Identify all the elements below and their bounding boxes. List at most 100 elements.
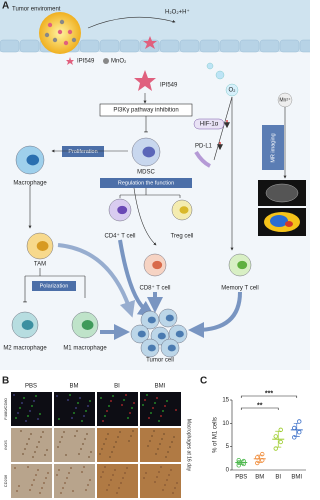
speck bbox=[106, 489, 108, 491]
ipi-label: IPI549 bbox=[160, 83, 178, 89]
speck bbox=[149, 440, 151, 442]
speck bbox=[25, 420, 27, 422]
speck bbox=[152, 407, 154, 409]
speck bbox=[87, 405, 89, 407]
speck bbox=[29, 489, 31, 491]
error-bar bbox=[238, 460, 245, 465]
speck bbox=[69, 394, 71, 396]
speck bbox=[38, 441, 40, 443]
speck bbox=[30, 433, 32, 435]
speck bbox=[39, 413, 41, 415]
band-cell bbox=[219, 39, 240, 53]
sig-label: ** bbox=[257, 402, 263, 409]
speck bbox=[36, 446, 38, 448]
speck bbox=[119, 431, 121, 433]
mn-label: Mn²⁺ bbox=[279, 97, 291, 103]
speck bbox=[126, 467, 128, 469]
column-label: BM bbox=[70, 384, 79, 390]
speck bbox=[150, 412, 152, 414]
cells bbox=[11, 137, 252, 358]
speck bbox=[161, 438, 163, 440]
h2o2-label: H₂O₂+H⁺ bbox=[165, 9, 190, 16]
speck bbox=[171, 441, 173, 443]
polar-box bbox=[32, 281, 76, 291]
speck bbox=[87, 484, 89, 486]
big-arrow bbox=[118, 239, 155, 317]
speck bbox=[157, 448, 159, 450]
nucleus bbox=[147, 344, 156, 352]
o2-label: O₂ bbox=[229, 88, 237, 94]
micrograph bbox=[11, 428, 52, 462]
micrograph bbox=[11, 464, 52, 498]
speck bbox=[66, 477, 68, 479]
speck bbox=[124, 472, 126, 474]
speck bbox=[153, 430, 155, 432]
speck bbox=[118, 487, 120, 489]
speck bbox=[33, 400, 35, 402]
nucleus bbox=[165, 314, 174, 322]
np-dot bbox=[47, 22, 53, 28]
panel-b: PBS BM BI BMI F4/80/CD80 iNOS CD206 bbox=[3, 384, 181, 498]
cell-label: Macrophage bbox=[13, 181, 47, 187]
micrograph bbox=[97, 392, 138, 426]
point bbox=[292, 435, 297, 440]
speck bbox=[156, 397, 158, 399]
speck bbox=[104, 466, 106, 468]
speck bbox=[103, 443, 105, 445]
point bbox=[236, 458, 241, 463]
band-cell bbox=[99, 39, 120, 53]
speck bbox=[122, 477, 124, 479]
speck bbox=[81, 420, 83, 422]
error-bar bbox=[293, 422, 300, 437]
speck bbox=[158, 471, 160, 473]
figure: A Tumor enviroment H₂O₂+H⁺ IPI549 MnO₂ I… bbox=[0, 0, 310, 498]
micrograph bbox=[140, 464, 181, 498]
speck bbox=[45, 477, 47, 479]
pi3k-label: PI3Kγ pathway inhibition bbox=[113, 108, 178, 114]
speck bbox=[73, 412, 75, 414]
speck bbox=[166, 479, 168, 481]
speck bbox=[71, 417, 73, 419]
branch bbox=[119, 188, 181, 198]
speck bbox=[110, 479, 112, 481]
speck bbox=[159, 443, 161, 445]
legend-mno2-dot bbox=[103, 58, 109, 64]
speck bbox=[90, 451, 92, 453]
speck bbox=[26, 443, 28, 445]
speck bbox=[56, 395, 58, 397]
speck bbox=[160, 466, 162, 468]
speck bbox=[116, 492, 118, 494]
speck bbox=[172, 492, 174, 494]
sig-bracket bbox=[240, 407, 279, 410]
np-dot bbox=[67, 29, 73, 35]
speck bbox=[170, 469, 172, 471]
cell-label: TAM bbox=[34, 262, 46, 268]
speck bbox=[33, 479, 35, 481]
speck bbox=[28, 438, 30, 440]
panel-label: A bbox=[2, 1, 9, 12]
big-arrow bbox=[57, 243, 136, 318]
speck bbox=[113, 446, 115, 448]
nucleus bbox=[137, 330, 146, 338]
bubble bbox=[215, 70, 225, 80]
speck bbox=[83, 415, 85, 417]
speck bbox=[164, 484, 166, 486]
y-axis-label: % of M1 cells bbox=[213, 417, 219, 453]
speck bbox=[101, 448, 103, 450]
speck bbox=[62, 487, 64, 489]
speck bbox=[64, 482, 66, 484]
legend-mno2: MnO₂ bbox=[111, 59, 127, 65]
speck bbox=[39, 492, 41, 494]
x-tick-label: PBS bbox=[235, 475, 247, 481]
nucleus bbox=[147, 316, 156, 324]
speck bbox=[148, 417, 150, 419]
point bbox=[273, 434, 278, 439]
bubble bbox=[206, 62, 214, 70]
band-cell bbox=[259, 39, 280, 53]
speck bbox=[75, 407, 77, 409]
speck bbox=[163, 433, 165, 435]
speck bbox=[162, 410, 164, 412]
speck bbox=[99, 453, 101, 455]
np-dots bbox=[44, 19, 77, 46]
nucleus bbox=[26, 154, 40, 166]
